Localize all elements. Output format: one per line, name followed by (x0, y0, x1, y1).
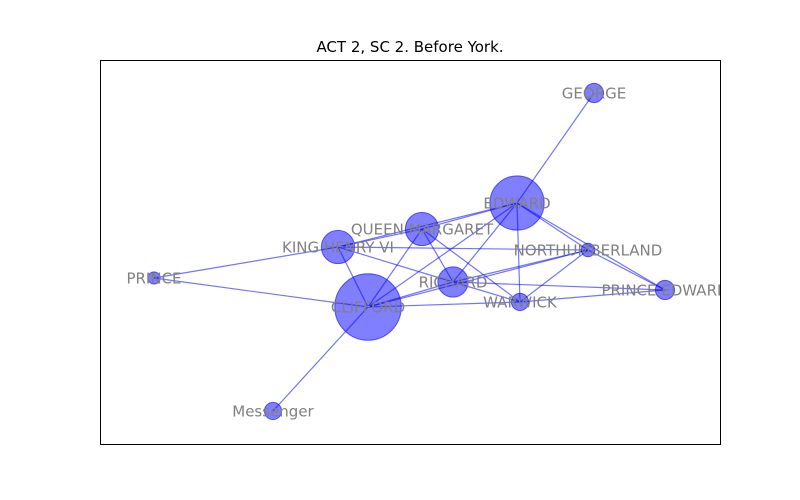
node-label-george: GEORGE (562, 85, 626, 103)
node-edward (489, 175, 545, 231)
node-prince-edward (654, 279, 676, 301)
node-label-prince-edward: PRINCE EDWARD (601, 282, 728, 300)
edge-clifford-northumberland (367, 249, 589, 308)
node-prince (147, 271, 161, 285)
edge-warwick-prince-edward (519, 289, 666, 303)
edge-richard-northumberland (452, 249, 589, 283)
edge-prince-clifford (153, 277, 369, 308)
edge-king-henry-vi-prince (153, 246, 339, 279)
node-label-king-henry-vi: KING HENRY VI (282, 239, 394, 257)
node-george (583, 82, 605, 104)
node-label-richard: RICHARD (419, 274, 488, 292)
node-messenger (263, 401, 283, 421)
edge-northumberland-prince-edward (587, 249, 666, 291)
nodes-layer (147, 82, 676, 421)
node-label-edward: EDWARD (483, 195, 550, 213)
node-label-prince: PRINCE (126, 270, 181, 288)
node-label-warwick: WARWICK (483, 294, 558, 312)
node-king-henry-vi (320, 229, 356, 265)
chart-title: ACT 2, SC 2. Before York. (316, 38, 503, 56)
node-clifford (334, 273, 402, 341)
node-richard (437, 266, 469, 298)
plot-frame (100, 60, 721, 445)
edge-king-henry-vi-northumberland (337, 246, 589, 251)
node-label-queen-margaret: QUEEN MARGARET (351, 221, 494, 239)
node-label-northumberland: NORTHUMBERLAND (514, 242, 663, 260)
node-northumberland (580, 242, 596, 258)
edge-northumberland-warwick (519, 249, 589, 303)
node-label-clifford: CLIFFORD (331, 299, 405, 317)
node-label-messenger: Messenger (232, 403, 314, 421)
node-queen-margaret (404, 211, 440, 247)
node-warwick (510, 292, 530, 312)
edge-richard-prince-edward (452, 281, 666, 291)
edge-queen-margaret-warwick (421, 228, 521, 303)
edge-king-henry-vi-richard (337, 246, 454, 283)
